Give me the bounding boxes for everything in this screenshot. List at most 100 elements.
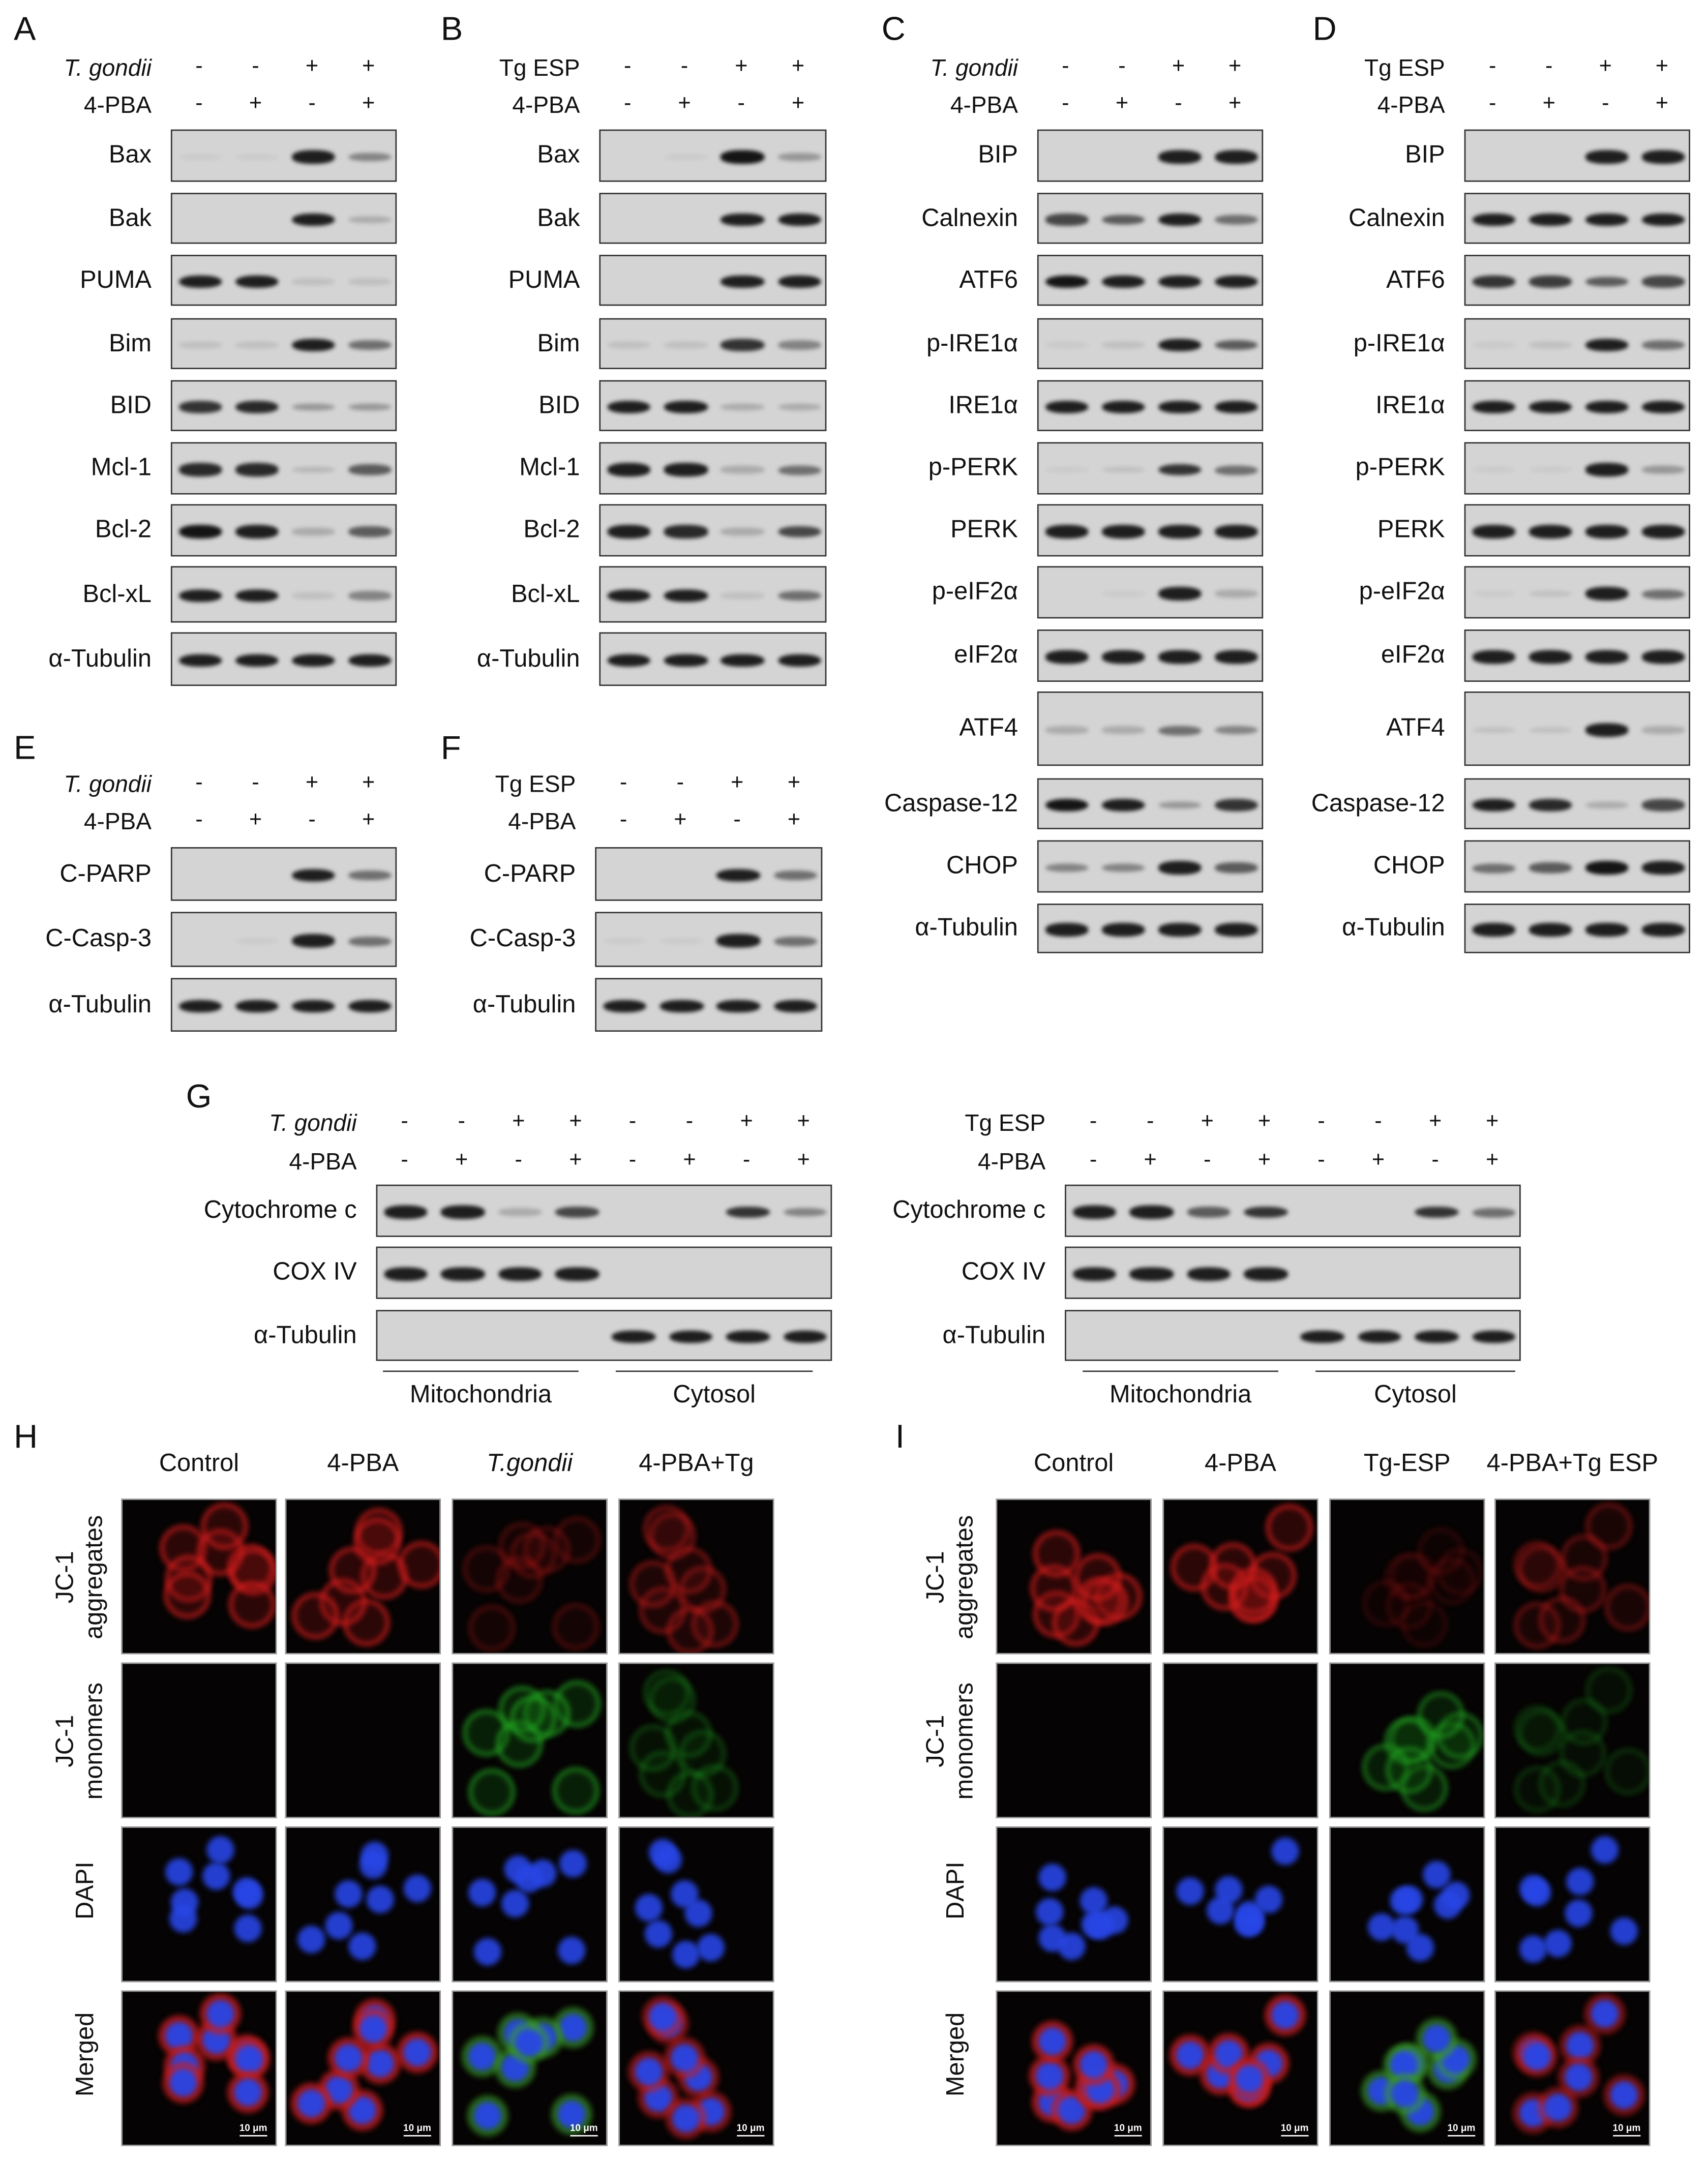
scale-bar-line [736,2135,765,2137]
micrograph [285,1498,441,1655]
band [664,654,708,667]
scale-bar-line [1114,2135,1142,2137]
nucleus [235,1882,263,1910]
blot--tubulin [1065,1310,1521,1361]
scale-bar: 10 μm [1447,2124,1476,2137]
treatment-label: 4-PBA [83,808,152,835]
blot-label: BIP [1405,140,1445,168]
blot-p-eif2- [1464,566,1690,619]
band [721,528,764,535]
scale-bar-line [1280,2135,1309,2137]
nucleus [169,2068,197,2096]
treatment-sign: + [1115,92,1129,116]
treatment-sign: - [308,808,316,832]
treatment-sign: - [195,55,203,79]
nucleus [1235,1901,1263,1929]
blot-label: Bax [537,140,580,168]
band [178,463,222,476]
treatment-sign: + [787,771,801,795]
micrograph [1329,1662,1485,1818]
band [1215,799,1258,812]
band [1101,863,1145,873]
treatment-sign: + [797,1110,810,1134]
nucleus [635,1894,663,1922]
treatment-sign: - [252,55,259,79]
band [292,868,335,882]
treatment-sign: + [362,808,375,832]
band [348,526,392,537]
nucleus [515,2029,543,2057]
cell-red [353,1518,401,1565]
blot-label: α-Tubulin [476,644,580,672]
band [1158,725,1202,735]
blot-label: C-PARP [484,859,576,887]
band [783,1330,827,1343]
micrograph [121,1498,277,1655]
band [1529,862,1572,873]
band [1244,1268,1287,1281]
blot-label: Caspase-12 [884,788,1018,817]
blot-p-perk [1464,442,1690,495]
blot-label: PERK [950,515,1018,543]
nucleus [473,1938,501,1966]
nucleus [1235,2065,1263,2093]
treatment-sign: + [455,1149,468,1173]
row-label: Merged [71,2012,99,2096]
column-label: Control [1034,1449,1114,1477]
band [1215,923,1258,937]
blot-puma [599,255,827,306]
cell-green [509,1696,556,1744]
treatment-label: 4-PBA [1377,92,1445,118]
micrograph [121,1662,277,1818]
band [1130,1268,1174,1281]
band [498,1268,542,1281]
band [1045,214,1089,226]
band [1101,923,1145,937]
scale-bar-line [570,2135,598,2137]
treatment-label: Tg ESP [495,771,576,798]
cell-green [1385,1746,1432,1793]
blot-label: p-IRE1α [926,328,1018,356]
nucleus [1390,1887,1418,1915]
band [1215,275,1258,288]
cell-green [468,1768,515,1816]
panel-letter: E [14,730,36,767]
blot-bip [1464,129,1690,182]
band [292,654,335,667]
scale-bar-label: 10 μm [1114,2124,1142,2134]
micrograph: 10 μm [285,1990,441,2146]
band [348,871,392,881]
nucleus [1545,2094,1573,2122]
band [235,938,279,944]
band [1045,923,1089,937]
nucleus [169,1904,197,1932]
treatment-sign: - [458,1110,465,1134]
nucleus [473,2102,501,2129]
band [777,403,821,411]
band [348,591,392,601]
nucleus [1080,1886,1107,1914]
band [1641,799,1685,811]
band [1358,1330,1401,1343]
band [1215,590,1258,597]
blot-puma [170,255,397,306]
treatment-sign: - [628,1110,637,1134]
band [178,525,222,538]
treatment-sign: - [1317,1149,1325,1173]
nucleus [1565,2063,1593,2091]
band [1073,1268,1117,1281]
band [777,275,821,288]
band [348,278,392,285]
cell-red [644,1506,691,1553]
treatment-sign: - [628,1149,637,1173]
treatment-label: Tg ESP [1364,55,1445,81]
blot-calnexin [1037,193,1264,244]
row-label: DAPI [941,1860,969,1919]
blot-label: Cytochrome c [892,1195,1046,1223]
micrograph [1162,1662,1319,1818]
band [292,466,335,473]
band [441,1268,485,1281]
blot-label: BIP [978,140,1018,168]
band [1585,650,1629,664]
column-label: 4-PBA+Tg [639,1449,754,1477]
